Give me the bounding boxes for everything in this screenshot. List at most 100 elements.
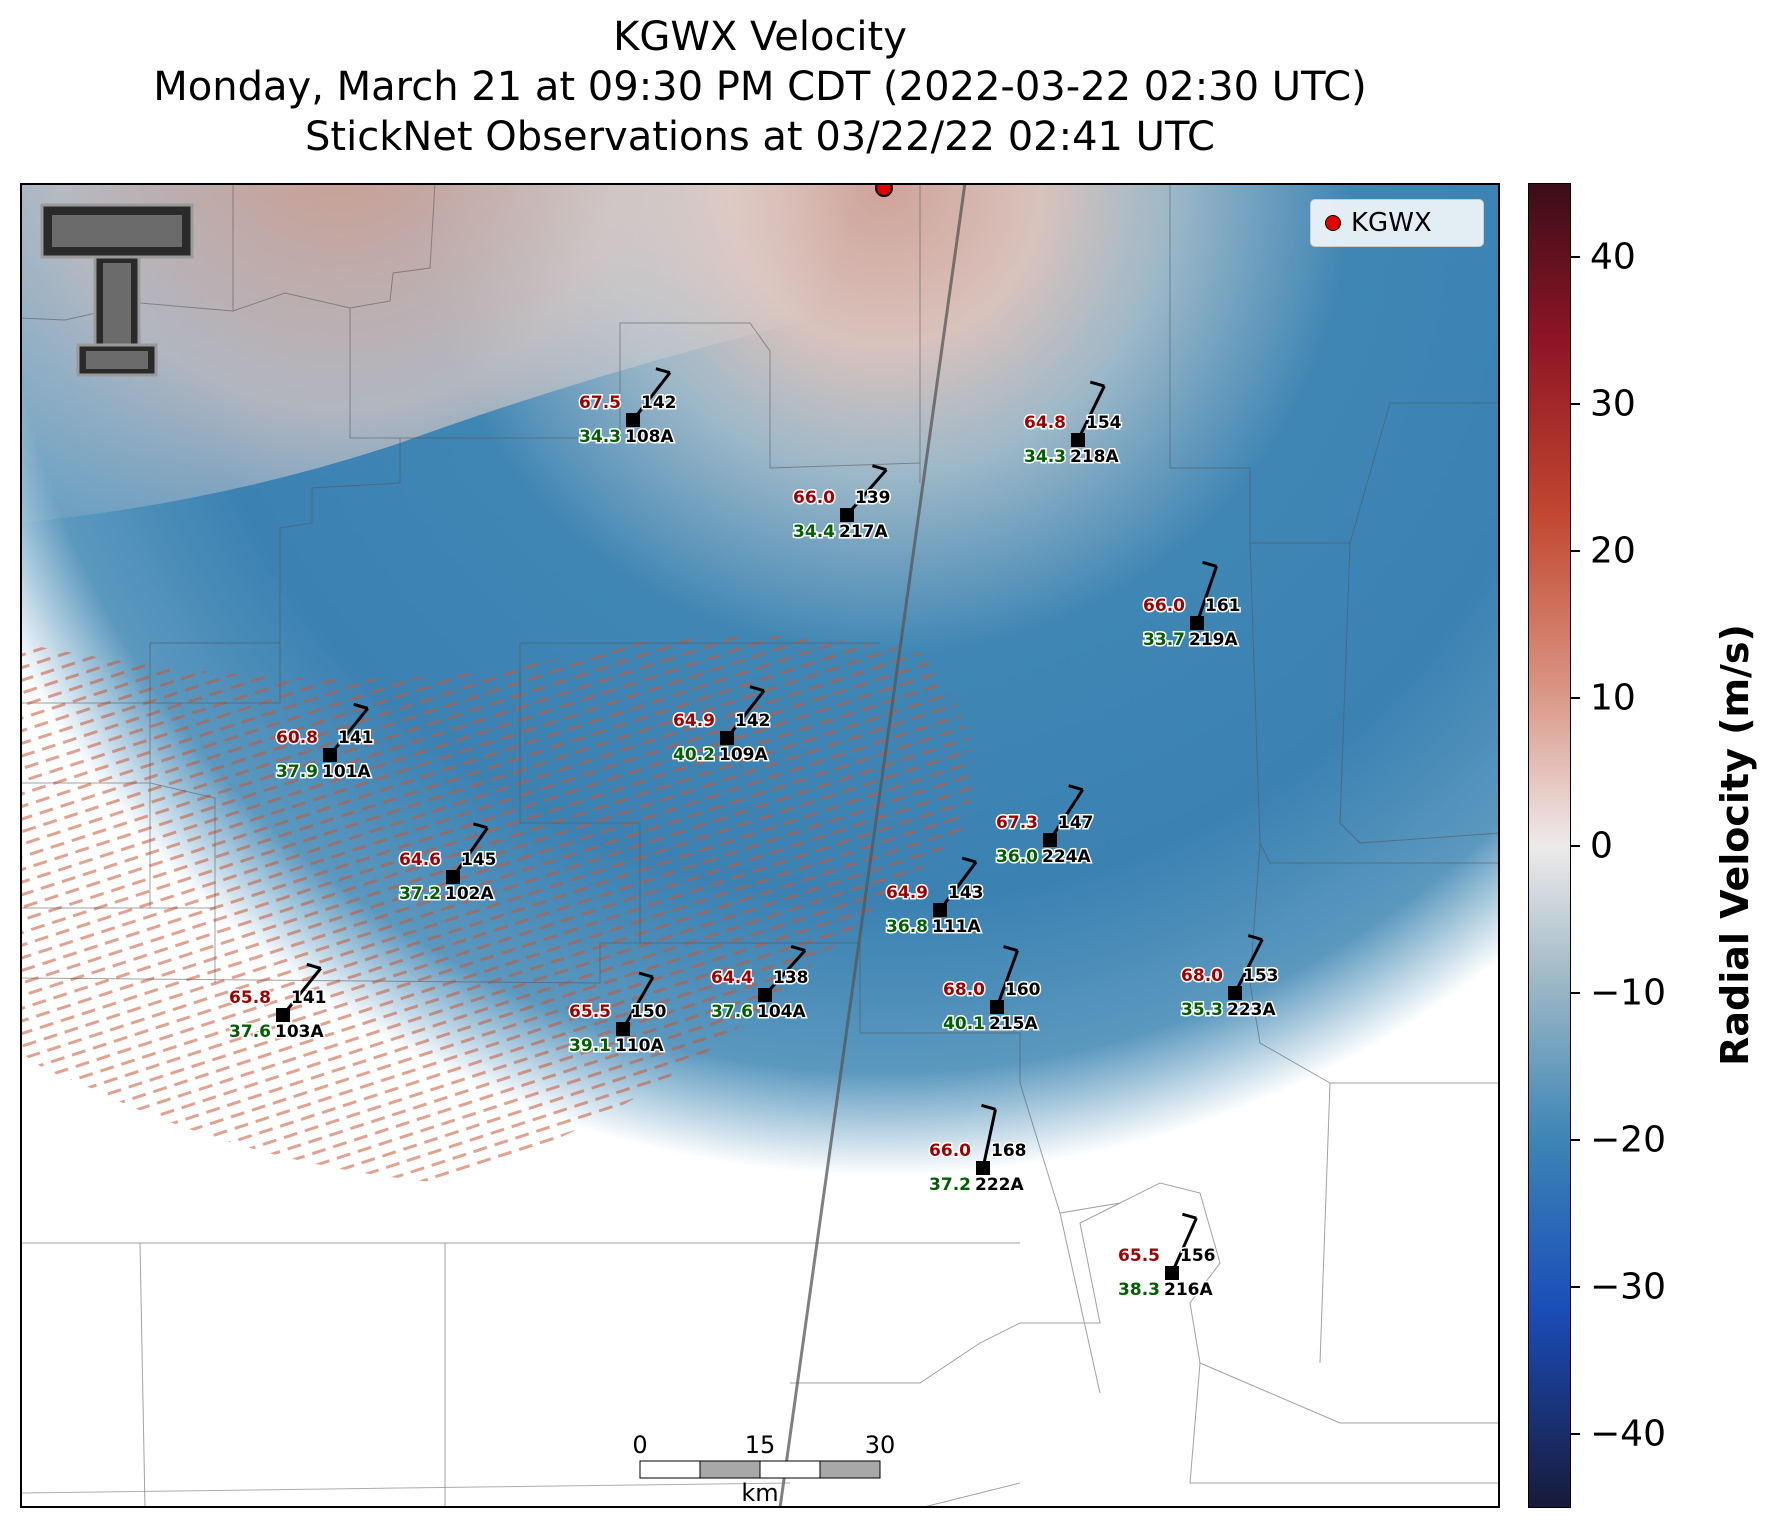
station-temperature: 64.6 bbox=[399, 850, 441, 870]
station-temperature: 68.0 bbox=[1181, 966, 1223, 986]
stationplot-222A[interactable]: 66.0 168 37.2 222A bbox=[928, 1103, 1028, 1197]
station-id: 216A bbox=[1164, 1280, 1213, 1300]
station-wind-direction: 150 bbox=[631, 1002, 667, 1022]
wind-barb-flag bbox=[1181, 1212, 1197, 1220]
wind-barb-staff bbox=[1233, 938, 1264, 994]
stationplot-110A[interactable]: 65.5 150 39.1 110A bbox=[568, 971, 668, 1058]
wind-barb-staff bbox=[631, 371, 672, 421]
station-wind-direction: 143 bbox=[948, 883, 984, 903]
stationplot-219A[interactable]: 66.0 161 33.7 219A bbox=[1142, 560, 1242, 652]
station-dewpoint: 39.1 bbox=[569, 1036, 611, 1056]
station-marker-icon bbox=[758, 988, 772, 1002]
stationplot-111A[interactable]: 64.9 143 36.8 111A bbox=[885, 856, 985, 939]
colorbar-label: Radial Velocity (m/s) bbox=[1713, 624, 1757, 1066]
scale-bar: 0 15 30 km bbox=[632, 1431, 895, 1507]
legend-label: KGWX bbox=[1351, 208, 1432, 238]
wind-barb-flag bbox=[1247, 934, 1263, 941]
station-id: 215A bbox=[989, 1014, 1038, 1034]
stationplot-218A[interactable]: 64.8 154 34.3 218A bbox=[1023, 380, 1123, 469]
scale-label-15: 15 bbox=[745, 1431, 776, 1459]
station-wind-direction: 141 bbox=[291, 988, 327, 1008]
station-wind-direction: 139 bbox=[855, 488, 891, 508]
station-id: 109A bbox=[719, 745, 768, 765]
station-id: 217A bbox=[839, 522, 888, 542]
station-wind-direction: 153 bbox=[1243, 966, 1279, 986]
wind-barb-staff bbox=[845, 468, 888, 516]
station-wind-direction: 145 bbox=[461, 850, 497, 870]
stationplot-101A[interactable]: 60.8 141 37.9 101A bbox=[275, 702, 375, 784]
station-id: 218A bbox=[1070, 447, 1119, 467]
wind-barb-staff bbox=[1048, 788, 1084, 841]
stationplot-103A[interactable]: 65.8 141 37.6 103A bbox=[228, 962, 328, 1044]
station-temperature: 65.8 bbox=[229, 988, 271, 1008]
colorbar-tick-mark bbox=[1571, 550, 1580, 553]
legend-marker-icon bbox=[1325, 215, 1341, 231]
stationplot-224A[interactable]: 67.3 147 36.0 224A bbox=[995, 784, 1095, 869]
station-dewpoint: 36.0 bbox=[996, 847, 1038, 867]
station-dewpoint: 37.2 bbox=[929, 1175, 971, 1195]
colorbar-tick-mark bbox=[1571, 1286, 1580, 1289]
colorbar-tick-label: 30 bbox=[1590, 383, 1636, 425]
station-marker-icon bbox=[626, 413, 640, 427]
wind-barb-staff bbox=[981, 1108, 997, 1169]
stationplot-102A[interactable]: 64.6 145 37.2 102A bbox=[398, 822, 498, 906]
colorbar-tick-mark bbox=[1571, 697, 1580, 700]
wind-barb-flag bbox=[749, 685, 765, 693]
wind-barb-flag bbox=[981, 1103, 996, 1111]
station-dewpoint: 34.3 bbox=[579, 427, 621, 447]
stationplot-216A[interactable]: 65.5 156 38.3 216A bbox=[1117, 1212, 1217, 1302]
station-id: 104A bbox=[757, 1002, 806, 1022]
station-id: 222A bbox=[975, 1175, 1024, 1195]
station-marker-icon bbox=[720, 731, 734, 745]
station-temperature: 68.0 bbox=[943, 980, 985, 1000]
map-title: KGWX Velocity bbox=[613, 14, 907, 60]
stationplot-215A[interactable]: 68.0 160 40.1 215A bbox=[942, 945, 1042, 1036]
station-marker-icon bbox=[446, 870, 460, 884]
kgwx-radar-marker[interactable] bbox=[875, 183, 893, 197]
station-temperature: 65.5 bbox=[569, 1002, 611, 1022]
colorbar-tick-label: 40 bbox=[1590, 236, 1636, 278]
map-subtitle-time: Monday, March 21 at 09:30 PM CDT (2022-0… bbox=[153, 64, 1367, 110]
station-id: 103A bbox=[275, 1022, 324, 1042]
scale-label-30: 30 bbox=[865, 1431, 896, 1459]
wind-barb-staff bbox=[451, 826, 489, 878]
station-temperature: 67.3 bbox=[996, 813, 1038, 833]
colorbar-tick-mark bbox=[1571, 1138, 1580, 1141]
station-id: 110A bbox=[615, 1036, 664, 1056]
stationplot-217A[interactable]: 66.0 139 34.4 217A bbox=[792, 464, 892, 544]
colorbar-tick-mark bbox=[1571, 255, 1580, 258]
wind-barb-staff bbox=[995, 950, 1019, 1008]
stationplot-104A[interactable]: 64.4 138 37.6 104A bbox=[710, 944, 810, 1024]
station-temperature: 65.5 bbox=[1118, 1246, 1160, 1266]
stationplot-109A[interactable]: 64.9 142 40.2 109A bbox=[672, 685, 772, 767]
station-temperature: 66.0 bbox=[793, 488, 835, 508]
wind-barb-staff bbox=[1076, 385, 1106, 441]
station-dewpoint: 35.3 bbox=[1181, 1000, 1223, 1020]
station-wind-direction: 161 bbox=[1205, 596, 1241, 616]
station-id: 223A bbox=[1227, 1000, 1276, 1020]
station-marker-icon bbox=[616, 1022, 630, 1036]
station-marker-icon bbox=[1190, 616, 1204, 630]
wind-barb-flag bbox=[1089, 380, 1105, 388]
station-temperature: 66.0 bbox=[1143, 596, 1185, 616]
stationplot-108A[interactable]: 67.5 142 34.3 108A bbox=[578, 367, 678, 449]
station-wind-direction: 142 bbox=[735, 711, 771, 731]
colorbar-tick-mark bbox=[1571, 1433, 1580, 1436]
station-temperature: 67.5 bbox=[579, 393, 621, 413]
stationplot-223A[interactable]: 68.0 153 35.3 223A bbox=[1180, 934, 1280, 1022]
station-dewpoint: 37.6 bbox=[229, 1022, 271, 1042]
wind-barb-staff bbox=[938, 861, 978, 911]
colorbar-tick-label: −10 bbox=[1590, 972, 1666, 1014]
colorbar-tick-mark bbox=[1571, 991, 1580, 994]
map-legend: KGWX bbox=[1310, 199, 1484, 247]
station-temperature: 60.8 bbox=[276, 728, 318, 748]
wind-barb-staff bbox=[725, 689, 766, 739]
velocity-colorbar bbox=[1528, 183, 1571, 1508]
station-temperature: 64.9 bbox=[886, 883, 928, 903]
station-marker-icon bbox=[840, 508, 854, 522]
wind-barb-staff bbox=[1170, 1217, 1198, 1274]
station-temperature: 64.9 bbox=[673, 711, 715, 731]
station-id: 108A bbox=[625, 427, 674, 447]
wind-barb-staff bbox=[328, 707, 369, 756]
